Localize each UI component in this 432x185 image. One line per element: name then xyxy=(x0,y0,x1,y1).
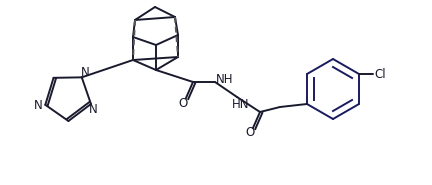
Text: HN: HN xyxy=(232,97,250,110)
Text: NH: NH xyxy=(216,73,234,85)
Text: N: N xyxy=(80,66,89,79)
Text: O: O xyxy=(245,127,254,139)
Text: N: N xyxy=(89,102,97,115)
Text: O: O xyxy=(178,97,187,110)
Text: Cl: Cl xyxy=(374,68,386,80)
Text: N: N xyxy=(34,99,43,112)
